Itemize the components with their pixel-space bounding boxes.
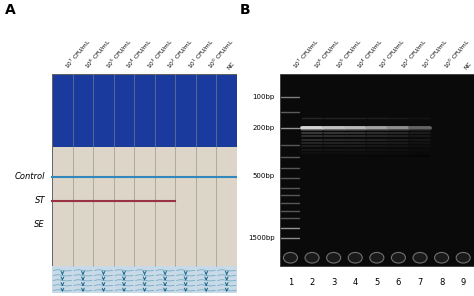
Ellipse shape xyxy=(392,252,405,263)
Text: Control: Control xyxy=(15,173,45,181)
Bar xyxy=(280,74,474,266)
Bar xyxy=(175,74,196,147)
Bar xyxy=(52,74,73,147)
Ellipse shape xyxy=(456,252,470,263)
Text: 10$^1$ CFU/mL: 10$^1$ CFU/mL xyxy=(186,37,217,71)
Text: 10$^2$ CFU/mL: 10$^2$ CFU/mL xyxy=(165,37,196,71)
Bar xyxy=(155,147,175,266)
Bar xyxy=(93,74,114,147)
Text: 10$^4$ CFU/mL: 10$^4$ CFU/mL xyxy=(124,37,155,71)
Bar xyxy=(196,147,217,266)
Text: 10$^7$ CFU/mL: 10$^7$ CFU/mL xyxy=(291,37,321,71)
Bar xyxy=(175,147,196,266)
Text: ST: ST xyxy=(35,196,45,205)
Text: 10$^7$ CFU/mL: 10$^7$ CFU/mL xyxy=(63,37,93,71)
Text: 200bp: 200bp xyxy=(253,125,275,131)
Text: 10$^2$ CFU/mL: 10$^2$ CFU/mL xyxy=(399,37,429,71)
Bar xyxy=(93,147,114,266)
Text: SE: SE xyxy=(35,220,45,229)
Ellipse shape xyxy=(435,252,448,263)
Text: 10$^5$ CFU/mL: 10$^5$ CFU/mL xyxy=(103,37,134,71)
Bar xyxy=(73,147,93,266)
Bar xyxy=(73,74,93,147)
Text: 10$^1$ CFU/mL: 10$^1$ CFU/mL xyxy=(420,37,451,71)
Text: 10$^4$ CFU/mL: 10$^4$ CFU/mL xyxy=(355,37,386,71)
Text: 10$^3$ CFU/mL: 10$^3$ CFU/mL xyxy=(377,37,408,71)
Bar xyxy=(52,147,73,266)
Text: 5: 5 xyxy=(374,278,380,287)
Text: 2: 2 xyxy=(310,278,315,287)
Text: 100bp: 100bp xyxy=(253,94,275,100)
Text: 9: 9 xyxy=(461,278,466,287)
Text: 1500bp: 1500bp xyxy=(248,234,275,241)
Text: NC: NC xyxy=(227,61,236,71)
Text: NC: NC xyxy=(463,61,473,71)
Text: A: A xyxy=(5,3,16,17)
Ellipse shape xyxy=(413,252,427,263)
Text: 10$^3$ CFU/mL: 10$^3$ CFU/mL xyxy=(145,37,175,71)
Bar xyxy=(155,74,175,147)
Text: 10$^6$ CFU/mL: 10$^6$ CFU/mL xyxy=(312,37,343,71)
Ellipse shape xyxy=(283,252,298,263)
Bar xyxy=(217,74,237,147)
Text: 8: 8 xyxy=(439,278,444,287)
Ellipse shape xyxy=(327,252,341,263)
Bar xyxy=(134,74,155,147)
Bar xyxy=(52,266,237,293)
Ellipse shape xyxy=(348,252,362,263)
Text: 3: 3 xyxy=(331,278,337,287)
Bar xyxy=(114,147,134,266)
Text: 500bp: 500bp xyxy=(253,173,275,179)
Bar xyxy=(114,74,134,147)
Text: 4: 4 xyxy=(353,278,358,287)
Text: 7: 7 xyxy=(417,278,423,287)
Text: 6: 6 xyxy=(396,278,401,287)
Text: B: B xyxy=(239,3,250,17)
Bar xyxy=(134,147,155,266)
Bar xyxy=(217,147,237,266)
Bar xyxy=(52,74,237,266)
Ellipse shape xyxy=(305,252,319,263)
Text: 10$^5$ CFU/mL: 10$^5$ CFU/mL xyxy=(334,37,365,71)
Text: 10$^0$ CFU/mL: 10$^0$ CFU/mL xyxy=(442,37,473,71)
Text: 10$^6$ CFU/mL: 10$^6$ CFU/mL xyxy=(83,37,114,71)
Text: 10$^0$ CFU/mL: 10$^0$ CFU/mL xyxy=(206,37,237,71)
Bar xyxy=(196,74,217,147)
Ellipse shape xyxy=(370,252,384,263)
Text: 1: 1 xyxy=(288,278,293,287)
